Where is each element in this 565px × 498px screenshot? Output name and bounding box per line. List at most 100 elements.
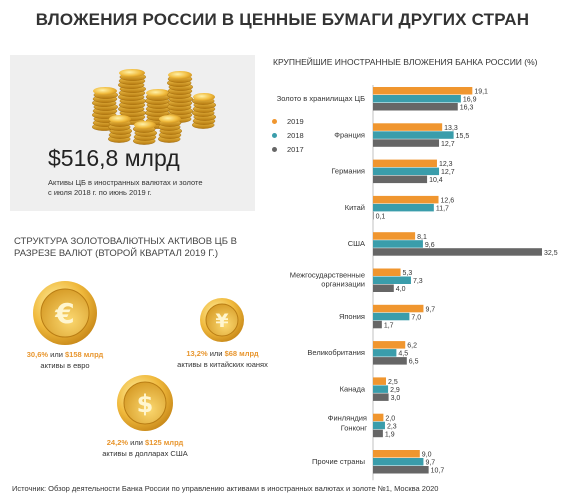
legend-label-2019: 2019 bbox=[287, 116, 304, 126]
yuan-coin-icon: ¥ bbox=[200, 298, 244, 342]
gold-coin-stack-icon bbox=[91, 69, 217, 145]
dollar-amount: $125 млрд bbox=[144, 438, 184, 447]
data-label: 15,5 bbox=[456, 133, 470, 140]
data-label: 9,6 bbox=[425, 242, 435, 249]
yuan-pct: 13,2% bbox=[186, 349, 208, 358]
data-label: 9,0 bbox=[422, 452, 432, 459]
coin-stack-top bbox=[146, 89, 170, 97]
legend-swatch-2019 bbox=[272, 118, 277, 124]
yuan-amount: $68 млрд bbox=[224, 349, 259, 358]
category-label: Франция bbox=[334, 130, 365, 139]
structure-title: СТРУКТУРА ЗОЛОТОВАЛЮТНЫХ АКТИВОВ ЦБ В РА… bbox=[14, 236, 237, 260]
bar-2019 bbox=[373, 413, 384, 422]
coin-stack-top bbox=[109, 115, 131, 123]
caption-line-1: Активы ЦБ в иностранных валютах и золоте bbox=[48, 178, 203, 187]
bar-2019 bbox=[373, 123, 443, 131]
bar-2019 bbox=[373, 232, 416, 240]
bar-2017 bbox=[373, 211, 374, 220]
data-label: 8,1 bbox=[417, 234, 427, 241]
bar-2019 bbox=[373, 450, 420, 458]
euro-symbol: € bbox=[54, 297, 74, 330]
legend-swatch-2018 bbox=[272, 132, 277, 138]
data-label: 16,3 bbox=[460, 105, 474, 112]
euro-coin-icon: € bbox=[33, 281, 97, 345]
category-label: Китай bbox=[345, 203, 365, 212]
data-label: 6,2 bbox=[407, 343, 417, 350]
dollar-pct: 24,2% bbox=[106, 438, 129, 447]
category-label: Межгосударственные bbox=[290, 271, 365, 280]
bar-2018 bbox=[373, 276, 411, 284]
data-label: 7,3 bbox=[413, 278, 423, 285]
bar-2019 bbox=[373, 377, 386, 385]
yuan-desc: активы в китайских юанях bbox=[177, 360, 268, 370]
dollar-symbol: $ bbox=[137, 390, 154, 418]
data-label: 32,5 bbox=[544, 250, 558, 257]
data-label: 9,7 bbox=[425, 460, 435, 467]
legend-item-2018: 2018 bbox=[272, 128, 304, 142]
total-assets-caption: Активы ЦБ в иностранных валютах и золоте… bbox=[48, 178, 203, 198]
category-label: организации bbox=[321, 280, 365, 289]
euro-amount: $158 млрд bbox=[64, 350, 104, 359]
bar-2018 bbox=[373, 240, 423, 248]
category-label: Германия bbox=[331, 167, 365, 176]
category-label: Финляндия bbox=[328, 414, 367, 423]
coin-stack-top bbox=[159, 115, 181, 123]
coin-stack-top bbox=[134, 121, 156, 129]
bar-2019 bbox=[373, 159, 437, 168]
coin-stack-top bbox=[93, 87, 117, 95]
chart-legend: 2019 2018 2017 bbox=[272, 114, 304, 156]
data-label: 9,7 bbox=[425, 306, 435, 313]
data-label: 2,9 bbox=[390, 387, 400, 394]
dollar-caption: 24,2% или $125 млрд активы в долларах СШ… bbox=[80, 437, 210, 460]
chart-title: КРУПНЕЙШИЕ ИНОСТРАННЫЕ ВЛОЖЕНИЯ БАНКА РО… bbox=[273, 57, 538, 67]
data-label: 4,5 bbox=[398, 351, 408, 358]
dollar-coin-icon: $ bbox=[117, 375, 173, 431]
bar-2018 bbox=[373, 312, 410, 321]
bar-2017 bbox=[373, 393, 389, 401]
euro-pct: 30,6% bbox=[26, 350, 49, 359]
data-label: 6,5 bbox=[409, 359, 419, 366]
legend-item-2017: 2017 bbox=[272, 142, 304, 156]
bar-2018 bbox=[373, 203, 434, 212]
bar-2019 bbox=[373, 268, 401, 276]
bar-2018 bbox=[373, 167, 440, 176]
bar-2017 bbox=[373, 175, 428, 184]
coin-stack-top bbox=[119, 69, 145, 77]
data-label: 0,1 bbox=[376, 214, 386, 221]
coin-stack-top bbox=[168, 71, 192, 79]
data-label: 12,6 bbox=[441, 198, 455, 205]
data-label: 2,3 bbox=[387, 423, 397, 430]
data-label: 19,1 bbox=[474, 89, 488, 96]
legend-label-2018: 2018 bbox=[287, 130, 304, 140]
euro-desc: активы в евро bbox=[40, 361, 90, 371]
coin-stack-top bbox=[193, 93, 215, 101]
bar-2017 bbox=[373, 320, 382, 329]
bar-2017 bbox=[373, 139, 440, 147]
category-label: Золото в хранилищах ЦБ bbox=[277, 94, 365, 103]
dollar-desc: активы в долларах США bbox=[102, 449, 188, 459]
bar-2018 bbox=[373, 131, 454, 139]
category-label: Прочие страны bbox=[312, 457, 365, 466]
data-label: 13,3 bbox=[444, 125, 458, 132]
data-label: 10,7 bbox=[431, 468, 445, 475]
data-label: 11,7 bbox=[436, 206, 449, 213]
bar-2019 bbox=[373, 195, 439, 204]
legend-item-2019: 2019 bbox=[272, 114, 304, 128]
data-label: 16,9 bbox=[463, 97, 477, 104]
bar-2017 bbox=[373, 103, 458, 111]
data-label: 12,7 bbox=[441, 169, 455, 176]
summary-panel bbox=[10, 55, 255, 211]
yuan-caption: 13,2% или $68 млрд активы в китайских юа… bbox=[160, 348, 285, 371]
bar-2018 bbox=[373, 95, 461, 103]
bar-2018 bbox=[373, 349, 397, 357]
bar-2017 bbox=[373, 429, 383, 438]
category-label: Япония bbox=[339, 312, 365, 321]
bar-2017 bbox=[373, 466, 429, 474]
caption-line-2: с июля 2018 г. по июнь 2019 г. bbox=[48, 188, 152, 198]
data-label: 2,5 bbox=[388, 379, 398, 386]
data-label: 4,0 bbox=[396, 286, 406, 293]
bar-2018 bbox=[373, 458, 424, 466]
total-assets-amount: $516,8 млрд bbox=[48, 145, 180, 171]
